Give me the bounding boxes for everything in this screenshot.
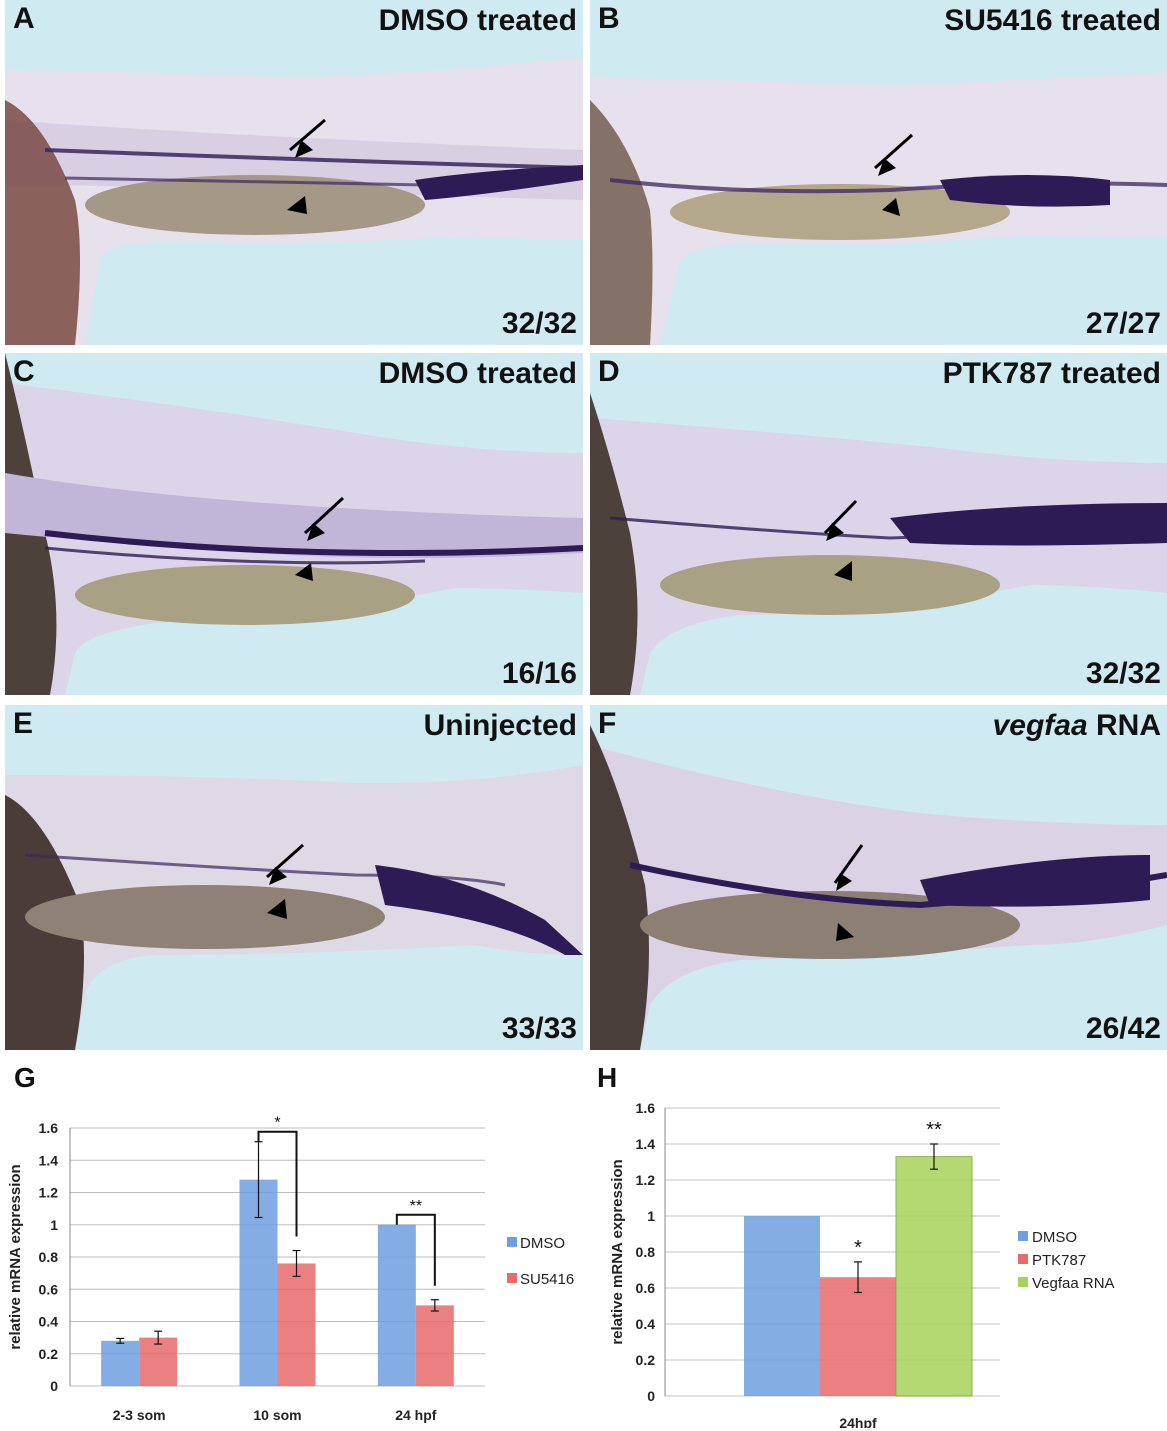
y-axis-label: relative mRNA expression [609,1159,626,1344]
gene-name: vegfaa [992,709,1088,742]
y-tick-label: 1.4 [636,1136,656,1152]
y-tick-label: 1 [647,1208,655,1224]
chart-label-h: H [597,1062,618,1093]
panel-letter: A [13,2,35,35]
panel-count: 33/33 [501,1012,577,1045]
legend-swatch [507,1237,517,1247]
bar-su5416 [139,1337,178,1386]
panel-title: Uninjected [423,709,577,742]
panel-letter: B [598,2,620,35]
panel-c: C DMSO treated 16/16 [5,353,583,695]
y-tick-label: 0.4 [636,1316,656,1332]
embryo-image-c [5,353,583,695]
panel-title: PTK787 treated [942,357,1161,390]
chart-h: 0 0.2 0.4 0.6 0.8 1 1.2 1.4 1.6 relative mRNA exp… [609,1100,1115,1428]
y-tick-label: 1.2 [39,1185,59,1201]
y-tick-label: 1 [50,1217,58,1233]
x-tick-label: 24 hpf [395,1407,437,1423]
legend-label: SU5416 [520,1271,574,1288]
panel-letter: F [598,707,617,740]
panel-count: 16/16 [501,657,577,690]
panel-f: F vegfaa RNA 26/42 [590,705,1167,1050]
significance-bracket [257,1130,298,1237]
panel-title: DMSO treated [378,4,577,37]
panel-b: B SU5416 treated 27/27 [590,0,1167,345]
panel-a: A DMSO treated 32/32 [5,0,583,345]
significance-mark: ** [410,1198,422,1215]
bar-ptk787 [820,1277,896,1396]
panel-title: SU5416 treated [944,4,1161,37]
embryo-image-b [590,72,1167,345]
legend-label: DMSO [1032,1229,1077,1246]
significance-bracket [395,1213,436,1286]
panel-letter: D [598,355,620,388]
x-tick-label: 10 som [253,1407,301,1423]
panel-count: 32/32 [501,307,577,340]
bar-dmso [744,1216,820,1396]
legend-label: DMSO [520,1235,565,1252]
bar-vegfaa-rna [895,1156,973,1397]
panel-count: 32/32 [1085,657,1161,690]
embryo-image-a [5,58,583,345]
y-tick-label: 0.8 [636,1244,656,1260]
y-tick-label: 0 [647,1388,655,1404]
embryo-image-e [5,765,583,1050]
panel-letter: C [13,355,35,388]
legend-label: PTK787 [1032,1252,1086,1269]
panel-count: 27/27 [1085,307,1161,340]
significance-mark: ** [926,1119,942,1141]
chart-g: 0 0.2 0.4 0.6 0.8 1 1.2 1.4 1.6 relative mRNA exp… [7,1115,574,1423]
panel-e: E Uninjected 33/33 [5,705,583,1050]
y-tick-label: 0.8 [39,1249,59,1265]
y-tick-label: 0.4 [39,1314,59,1330]
significance-mark: * [274,1115,280,1132]
y-tick-label: 1.6 [39,1120,59,1136]
y-tick-label: 0.2 [39,1346,59,1362]
panel-letter: E [13,707,34,740]
legend-swatch [507,1273,517,1283]
legend-label: Vegfaa RNA [1032,1275,1115,1292]
y-tick-label: 0.2 [636,1352,656,1368]
y-tick-label: 0.6 [39,1281,59,1297]
bar-su5416 [415,1305,454,1386]
y-axis-label: relative mRNA expression [7,1164,24,1349]
y-tick-label: 0.6 [636,1280,656,1296]
y-tick-label: 1.6 [636,1100,656,1116]
bar-dmso [377,1224,416,1386]
bar-su5416 [277,1263,316,1386]
legend-swatch [1018,1277,1028,1287]
x-tick-label: 2-3 som [113,1407,166,1423]
panel-title: vegfaa RNA [993,709,1161,743]
embryo-image-f [590,725,1167,1050]
bar-dmso [101,1340,140,1386]
panel-title: DMSO treated [378,357,577,390]
legend-swatch [1018,1254,1028,1264]
y-tick-label: 1.2 [636,1172,656,1188]
title-rest: RNA [1087,709,1161,742]
y-tick-label: 0 [50,1378,58,1394]
y-tick-label: 1.4 [39,1152,59,1168]
embryo-image-d [590,393,1167,695]
significance-mark: * [854,1237,862,1259]
panel-count: 26/42 [1085,1012,1161,1045]
panel-d: D PTK787 treated 32/32 [590,353,1167,695]
x-tick-label: 24hpf [839,1415,877,1428]
legend-swatch [1018,1231,1028,1241]
chart-label-g: G [14,1062,36,1093]
